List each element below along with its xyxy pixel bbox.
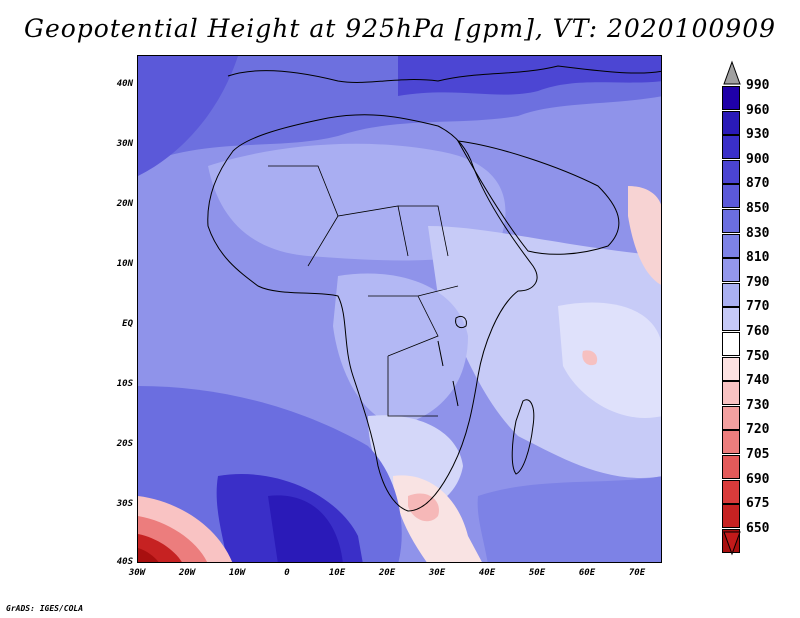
lat-label: 20N — [116, 199, 133, 209]
madagascar-outline — [511, 399, 535, 475]
lat-label: 30N — [116, 139, 133, 149]
colorbar-label: 760 — [746, 324, 770, 339]
colorbar-bottom-arrow — [723, 531, 741, 556]
rift-lakes — [437, 340, 459, 407]
colorbar-label: 675 — [746, 496, 770, 512]
colorbar-swatch — [722, 110, 740, 135]
colorbar-swatch — [722, 184, 740, 209]
lon-label: 60E — [578, 568, 596, 578]
colorbar-label: 650 — [746, 520, 770, 536]
europe-coast — [227, 65, 661, 83]
africa-coastline — [207, 114, 538, 512]
colorbar-swatch — [722, 135, 740, 160]
lon-label: 70E — [628, 568, 646, 578]
colorbar-top-arrow — [723, 60, 741, 85]
colorbar-swatch — [722, 479, 740, 504]
colorbar-label: 830 — [746, 225, 770, 241]
colorbar-label: 740 — [746, 373, 770, 389]
lat-label: 40S — [116, 557, 133, 567]
colorbar-label: 870 — [746, 176, 770, 192]
colorbar-label: 720 — [746, 422, 770, 438]
colorbar-swatch — [722, 332, 740, 356]
lat-label: 20S — [116, 439, 133, 449]
colorbar-swatch — [722, 455, 740, 479]
lon-label: 30E — [428, 568, 446, 578]
lat-label: 10S — [116, 379, 133, 389]
lat-label: 30S — [116, 499, 133, 509]
lat-label: EQ — [122, 319, 133, 329]
colorbar-swatch — [722, 209, 740, 233]
colorbar-label: 750 — [746, 348, 770, 364]
colorbar-swatch — [722, 258, 740, 283]
colorbar-label: 990 — [746, 78, 770, 93]
colorbar-label: 790 — [746, 274, 770, 290]
colorbar-swatch — [722, 430, 740, 455]
lat-label: 40N — [116, 79, 133, 89]
colorbar-label: 810 — [746, 250, 770, 266]
lon-label: 10E — [328, 568, 346, 578]
lake-victoria — [455, 315, 467, 329]
colorbar-label: 850 — [746, 201, 770, 216]
colorbar-swatch — [722, 504, 740, 529]
colorbar-swatch — [722, 405, 740, 430]
lat-label: 10N — [116, 259, 133, 269]
colorbar-label: 900 — [746, 151, 770, 167]
lon-label: 20W — [178, 568, 196, 578]
colorbar-label: 960 — [746, 102, 770, 118]
lon-label: 10W — [228, 568, 246, 578]
lon-label: 30W — [128, 568, 146, 578]
footer-credit: GrADS: IGES/COLA — [6, 604, 84, 613]
country-borders — [268, 165, 459, 417]
colorbar-swatch — [722, 381, 740, 406]
colorbar-swatch — [722, 233, 740, 258]
lon-label: 50E — [528, 568, 546, 578]
map-panel — [137, 55, 662, 563]
chart-title: Geopotential Height at 925hPa [gpm], VT:… — [23, 14, 777, 43]
lon-label: 0 — [284, 568, 290, 578]
lon-label: 40E — [478, 568, 496, 578]
colorbar-swatch — [722, 356, 740, 381]
geopotential-field — [138, 56, 661, 562]
colorbar-label: 930 — [746, 127, 770, 143]
colorbar-swatch — [722, 159, 740, 184]
lon-label: 20E — [378, 568, 396, 578]
colorbar-label: 690 — [746, 471, 770, 487]
colorbar-label: 705 — [746, 447, 770, 462]
arabia-outline — [457, 140, 620, 255]
colorbar-label: 730 — [746, 397, 770, 413]
colorbar-swatch — [722, 282, 740, 307]
colorbar-swatch — [722, 307, 740, 332]
colorbar-label: 770 — [746, 299, 770, 315]
colorbar-swatch — [722, 86, 740, 110]
